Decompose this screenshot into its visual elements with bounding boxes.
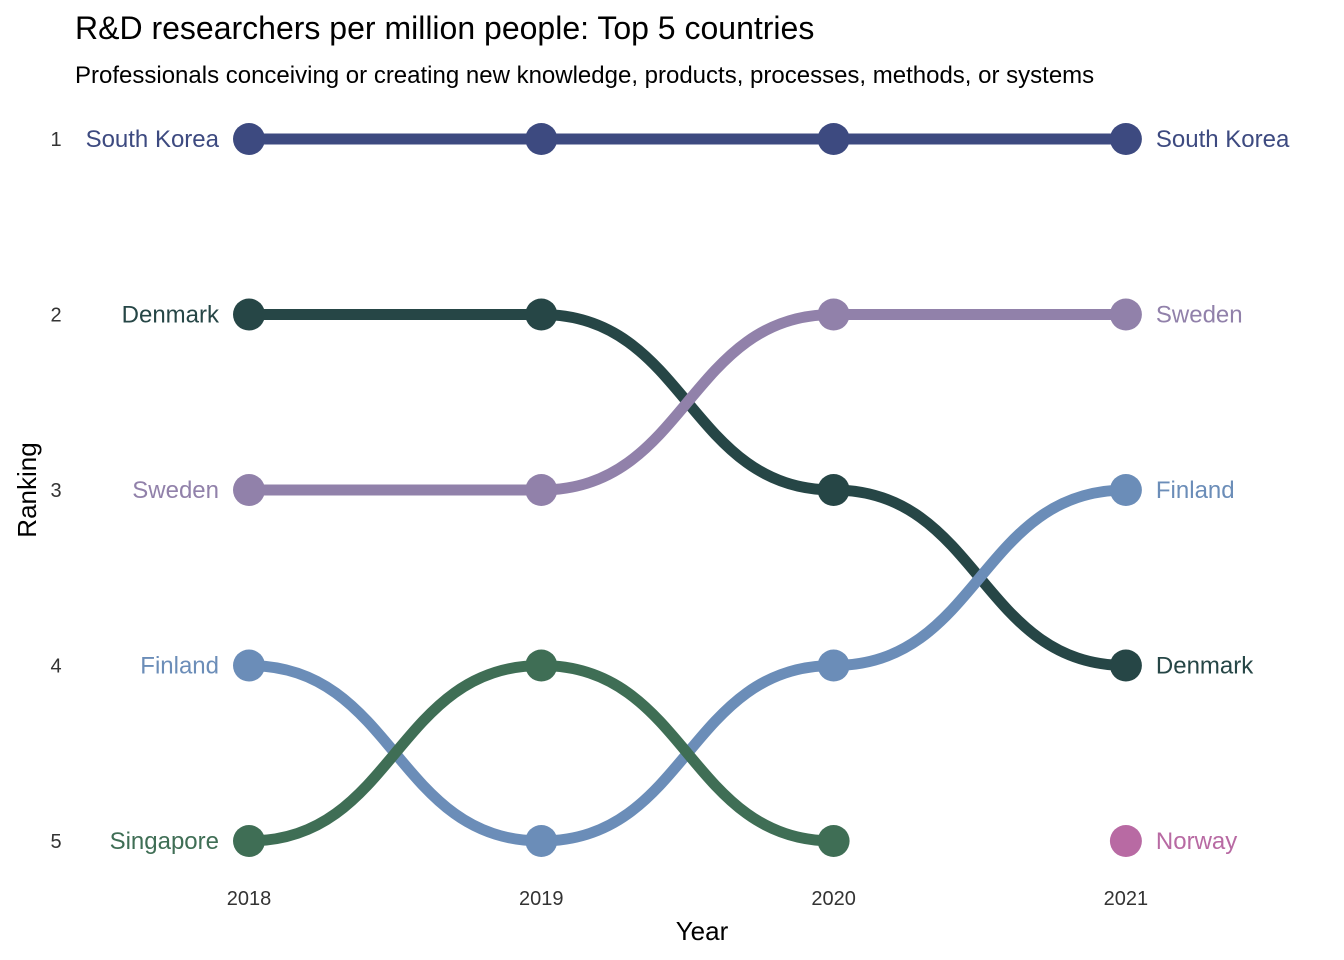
data-point-south-korea xyxy=(525,123,558,155)
right-country-labels: South Korea Denmark Sweden Finland Norway xyxy=(1156,126,1290,855)
left-label-singapore: Singapore xyxy=(110,828,219,855)
data-point-finland xyxy=(1109,474,1142,506)
right-label-sweden: Sweden xyxy=(1156,302,1243,329)
left-label-sweden: Sweden xyxy=(132,477,219,504)
data-point-sweden xyxy=(233,474,265,506)
series-line-singapore xyxy=(535,660,840,847)
y-axis-ticks: 1 2 3 4 5 xyxy=(50,129,61,853)
data-point-south-korea xyxy=(233,123,265,155)
series-line-finland xyxy=(828,484,1132,671)
x-axis-title: Year xyxy=(676,916,729,946)
y-tick-label: 3 xyxy=(50,480,61,502)
left-label-finland: Finland xyxy=(140,653,219,680)
right-label-south-korea: South Korea xyxy=(1156,126,1290,153)
data-point-singapore xyxy=(817,825,850,857)
data-point-finland xyxy=(525,825,558,857)
data-point-denmark xyxy=(1109,649,1142,682)
data-point-sweden xyxy=(1109,298,1142,331)
data-point-south-korea xyxy=(817,123,850,155)
chart-subtitle: Professionals conceiving or creating new… xyxy=(75,62,1094,89)
data-point-south-korea xyxy=(1109,123,1142,155)
series-points xyxy=(233,123,1142,857)
y-tick-label: 2 xyxy=(50,305,61,327)
series-line-singapore xyxy=(243,660,547,847)
right-label-finland: Finland xyxy=(1156,477,1235,504)
x-tick-label: 2021 xyxy=(1104,888,1149,910)
data-point-sweden xyxy=(817,298,850,331)
x-tick-label: 2018 xyxy=(227,888,272,910)
y-axis-title: Ranking xyxy=(12,442,42,537)
data-point-singapore xyxy=(233,825,265,857)
left-country-labels: South Korea Denmark Sweden Finland Singapore xyxy=(86,126,220,855)
data-point-norway xyxy=(1109,825,1142,857)
data-point-finland xyxy=(233,649,265,682)
y-tick-label: 4 xyxy=(50,656,61,678)
x-tick-label: 2020 xyxy=(811,888,856,910)
y-tick-label: 1 xyxy=(50,129,61,151)
x-axis-ticks: 2018 2019 2020 2021 xyxy=(227,888,1148,910)
data-point-denmark xyxy=(233,298,265,331)
right-label-norway: Norway xyxy=(1156,828,1237,855)
right-label-denmark: Denmark xyxy=(1156,653,1254,680)
left-label-south-korea: South Korea xyxy=(86,126,220,153)
data-point-denmark xyxy=(525,298,558,331)
data-point-finland xyxy=(817,649,850,682)
data-point-singapore xyxy=(525,649,558,682)
y-tick-label: 5 xyxy=(50,831,61,853)
series-lines xyxy=(243,133,1132,847)
x-tick-label: 2019 xyxy=(519,888,564,910)
data-point-denmark xyxy=(817,474,850,506)
series-line-sweden xyxy=(535,309,840,496)
chart-title: R&D researchers per million people: Top … xyxy=(75,10,814,46)
data-point-sweden xyxy=(525,474,558,506)
left-label-denmark: Denmark xyxy=(122,302,220,329)
